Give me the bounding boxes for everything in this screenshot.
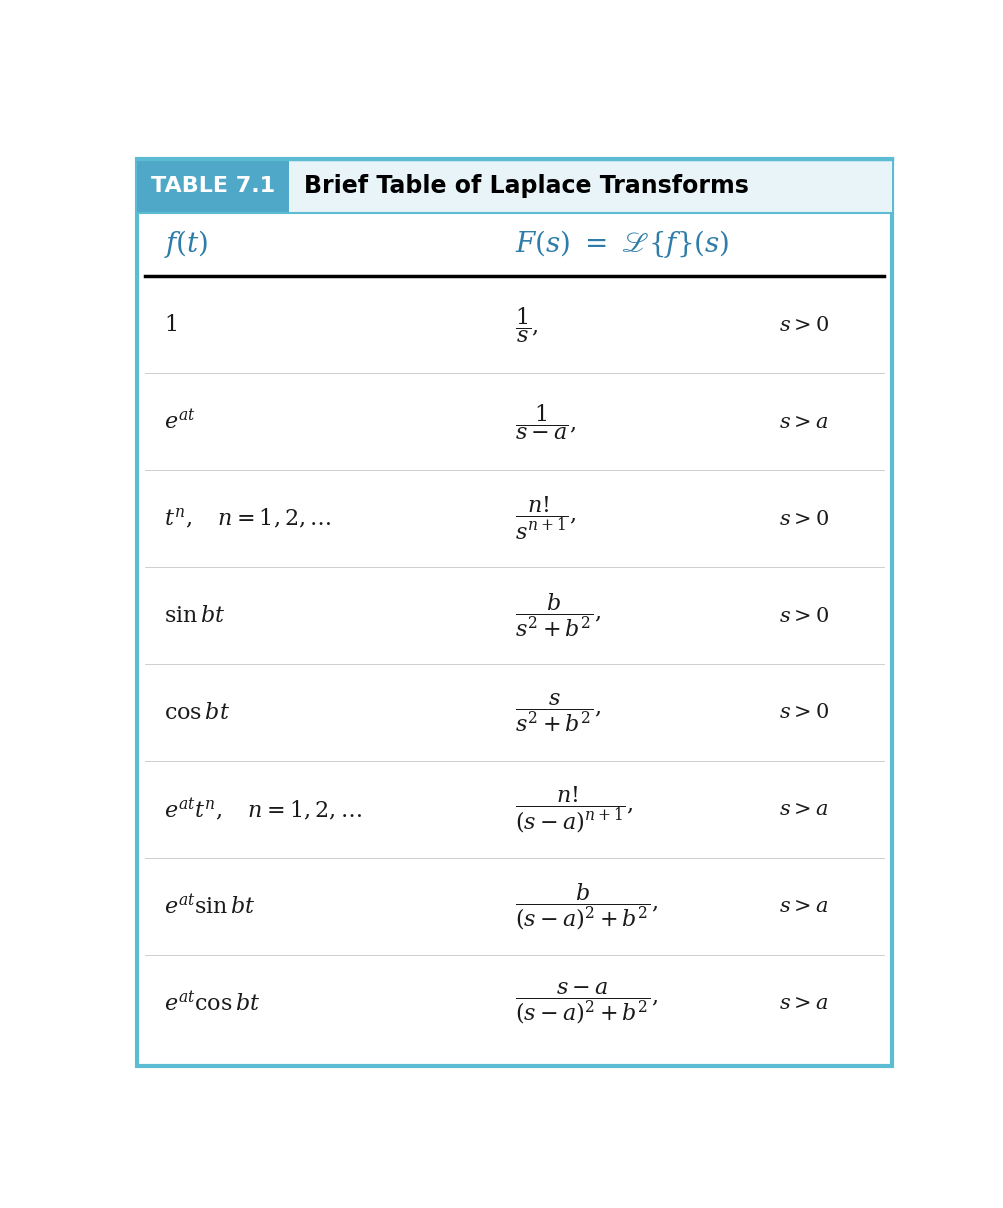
Text: $s > 0$: $s > 0$ bbox=[778, 509, 828, 529]
Text: $s > a$: $s > a$ bbox=[778, 412, 827, 431]
Text: $s > a$: $s > a$ bbox=[778, 800, 827, 819]
Text: $\it{F}(\it{s})\ =\ \mathscr{L}\{\it{f}\}(\it{s})$: $\it{F}(\it{s})\ =\ \mathscr{L}\{\it{f}\… bbox=[515, 228, 728, 261]
Text: $1$: $1$ bbox=[164, 314, 178, 335]
Text: $e^{at}t^n, \quad n = 1, 2, \ldots$: $e^{at}t^n, \quad n = 1, 2, \ldots$ bbox=[164, 796, 362, 823]
Text: $\dfrac{b}{s^2+b^2},$: $\dfrac{b}{s^2+b^2},$ bbox=[515, 592, 600, 639]
Text: $e^{at}\cos bt$: $e^{at}\cos bt$ bbox=[164, 992, 261, 1016]
Text: $e^{at}$: $e^{at}$ bbox=[164, 410, 196, 434]
Bar bbox=[137, 159, 891, 213]
Text: $\dfrac{n!}{(s-a)^{n+1}},$: $\dfrac{n!}{(s-a)^{n+1}},$ bbox=[515, 784, 633, 835]
Text: $\dfrac{s-a}{(s-a)^2+b^2},$: $\dfrac{s-a}{(s-a)^2+b^2},$ bbox=[515, 981, 657, 1026]
Text: $\it{f}(\it{t})$: $\it{f}(\it{t})$ bbox=[164, 228, 209, 261]
Text: $s > 0$: $s > 0$ bbox=[778, 703, 828, 722]
Bar bbox=[137, 159, 289, 213]
Text: $\dfrac{1}{s-a},$: $\dfrac{1}{s-a},$ bbox=[515, 401, 576, 442]
Text: $s > a$: $s > a$ bbox=[778, 993, 827, 1014]
Text: $s > 0$: $s > 0$ bbox=[778, 314, 828, 335]
Text: $e^{at}\sin bt$: $e^{at}\sin bt$ bbox=[164, 894, 256, 918]
Text: $\dfrac{b}{(s-a)^2+b^2},$: $\dfrac{b}{(s-a)^2+b^2},$ bbox=[515, 881, 657, 931]
Text: $\cos bt$: $\cos bt$ bbox=[164, 702, 230, 722]
Text: $s > a$: $s > a$ bbox=[778, 896, 827, 917]
Text: $\sin bt$: $\sin bt$ bbox=[164, 605, 226, 626]
Text: Brief Table of Laplace Transforms: Brief Table of Laplace Transforms bbox=[304, 174, 748, 198]
Text: $\dfrac{s}{s^2+b^2},$: $\dfrac{s}{s^2+b^2},$ bbox=[515, 691, 600, 733]
Text: $\dfrac{1}{s},$: $\dfrac{1}{s},$ bbox=[515, 304, 538, 344]
Text: $t^n, \quad n = 1, 2, \ldots$: $t^n, \quad n = 1, 2, \ldots$ bbox=[164, 506, 332, 530]
Text: $s > 0$: $s > 0$ bbox=[778, 605, 828, 626]
Text: TABLE 7.1: TABLE 7.1 bbox=[150, 176, 275, 196]
Text: $\dfrac{n!}{s^{n+1}},$: $\dfrac{n!}{s^{n+1}},$ bbox=[515, 495, 576, 542]
